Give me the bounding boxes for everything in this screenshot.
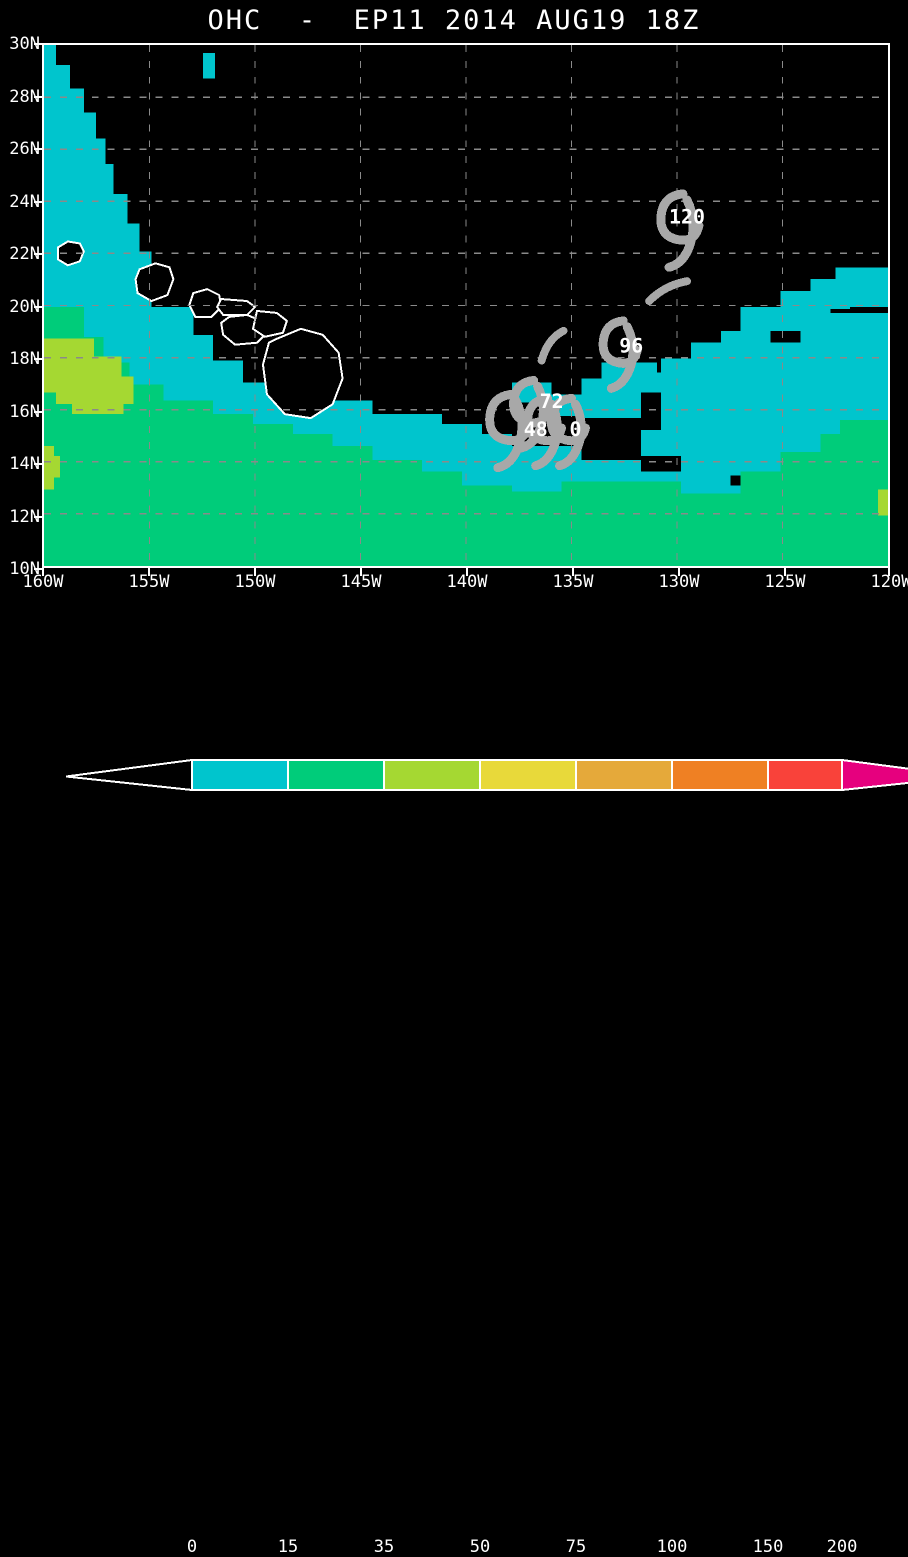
y-tick-22N: 22N [9, 244, 40, 264]
y-tick-24N: 24N [9, 192, 40, 212]
track-marker-96 [598, 316, 642, 393]
colorbar-tick-200: 200 [826, 1537, 858, 1557]
colorbar-under-arrow [65, 758, 193, 792]
colorbar-tick-150: 150 [752, 1537, 784, 1557]
y-tick-mark [34, 463, 42, 465]
y-tick-26N: 26N [9, 139, 40, 159]
x-tick-120W: 120W [870, 572, 908, 592]
colorbar-tick-35: 35 [373, 1537, 395, 1557]
track-label-72: 72 [540, 390, 564, 413]
x-tick-mark [678, 568, 680, 576]
colorbar-tick-100: 100 [656, 1537, 688, 1557]
map-gridlines [44, 45, 888, 566]
colorbar-tick-15: 15 [277, 1537, 299, 1557]
x-tick-mark [888, 568, 890, 576]
y-tick-14N: 14N [9, 454, 40, 474]
y-tick-mark [34, 200, 42, 203]
y-tick-10N: 10N [9, 559, 40, 579]
colorbar-tick-75: 75 [565, 1537, 587, 1557]
x-tick-mark [254, 568, 256, 576]
y-tick-18N: 18N [9, 349, 40, 369]
y-tick-mark [34, 358, 42, 360]
track-label-48: 48 [524, 418, 548, 441]
x-tick-mark [784, 568, 786, 576]
x-tick-mark [360, 568, 362, 576]
x-tick-145W: 145W [340, 572, 382, 592]
page-title: OHC - EP11 2014 AUG19 18Z [207, 4, 701, 36]
track-label-0: 0 [570, 418, 582, 441]
y-tick-30N: 30N [9, 34, 40, 54]
track-label-96: 96 [619, 335, 643, 358]
x-tick-160W: 160W [22, 572, 64, 592]
track-marker-48 [485, 389, 533, 473]
y-tick-mark [34, 43, 42, 45]
colorbar-block-0-15 [191, 759, 289, 791]
y-tick-28N: 28N [9, 87, 40, 107]
y-tick-mark [34, 410, 42, 413]
x-tick-150W: 150W [234, 572, 276, 592]
ohc-map-figure: OHC - EP11 2014 AUG19 18Z [0, 4, 908, 1556]
y-tick-mark [34, 515, 42, 518]
colorbar-block-150-200 [767, 759, 843, 791]
colorbar-over-arrow [841, 758, 908, 792]
track-marker-0 [546, 393, 590, 471]
colorbar: 0 15 35 50 75 100 150 200 [0, 752, 908, 1556]
x-tick-mark [148, 568, 150, 576]
y-tick-mark [34, 253, 42, 255]
x-tick-125W: 125W [764, 572, 806, 592]
colorbar-block-15-35 [287, 759, 385, 791]
y-tick-mark [34, 148, 42, 150]
ohc-field: 120 96 72 48 0 [44, 45, 888, 566]
y-tick-mark [34, 568, 42, 570]
x-tick-mark [42, 568, 44, 576]
y-tick-mark [34, 305, 42, 308]
colorbar-tick-0: 0 [186, 1537, 198, 1557]
colorbar-block-50-75 [479, 759, 577, 791]
colorbar-block-75-100 [575, 759, 673, 791]
track-label-120: 120 [669, 206, 705, 229]
x-tick-140W: 140W [446, 572, 488, 592]
x-tick-mark [572, 568, 574, 576]
y-tick-12N: 12N [9, 507, 40, 527]
hawaiian-islands [56, 240, 344, 420]
x-tick-155W: 155W [128, 572, 170, 592]
y-tick-20N: 20N [9, 297, 40, 317]
storm-track-labels: 120 96 72 48 0 [524, 206, 705, 441]
x-tick-130W: 130W [658, 572, 700, 592]
storm-track-symbols [485, 189, 704, 473]
x-tick-mark [466, 568, 468, 576]
colorbar-block-35-50 [383, 759, 481, 791]
y-tick-16N: 16N [9, 402, 40, 422]
map-plot-area: 120 96 72 48 0 [42, 43, 890, 568]
track-tail-segments [537, 277, 691, 365]
x-tick-135W: 135W [552, 572, 594, 592]
track-marker-120 [656, 189, 704, 272]
colorbar-block-100-150 [671, 759, 769, 791]
y-tick-mark [34, 95, 42, 98]
colorbar-tick-50: 50 [469, 1537, 491, 1557]
